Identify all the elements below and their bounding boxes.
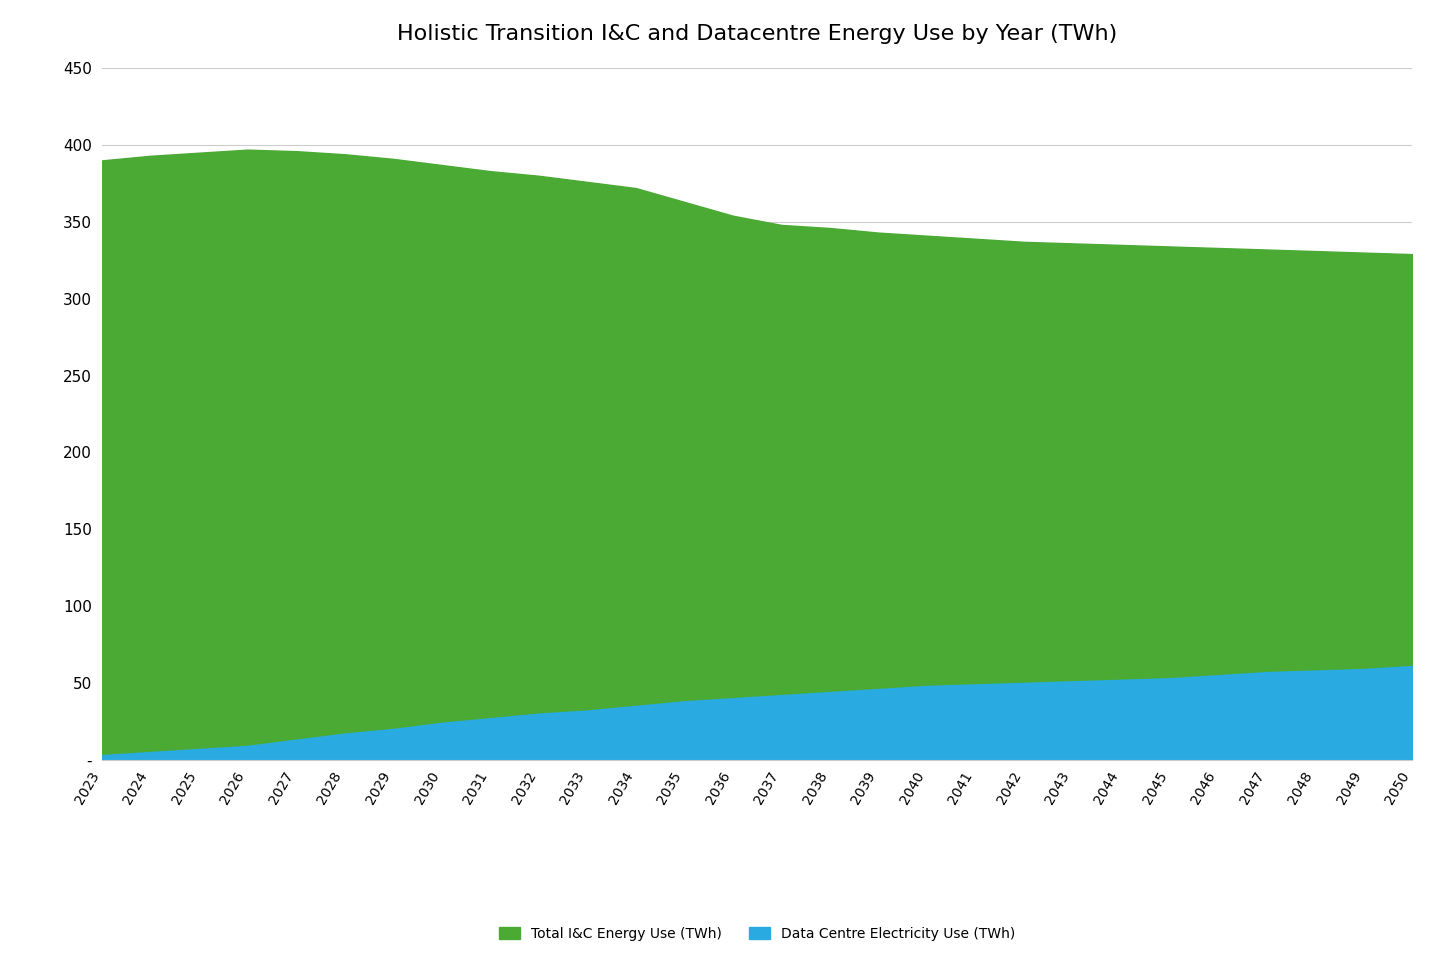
Title: Holistic Transition I&C and Datacentre Energy Use by Year (TWh): Holistic Transition I&C and Datacentre E…: [397, 24, 1117, 45]
Legend: Total I&C Energy Use (TWh), Data Centre Electricity Use (TWh): Total I&C Energy Use (TWh), Data Centre …: [494, 921, 1021, 947]
